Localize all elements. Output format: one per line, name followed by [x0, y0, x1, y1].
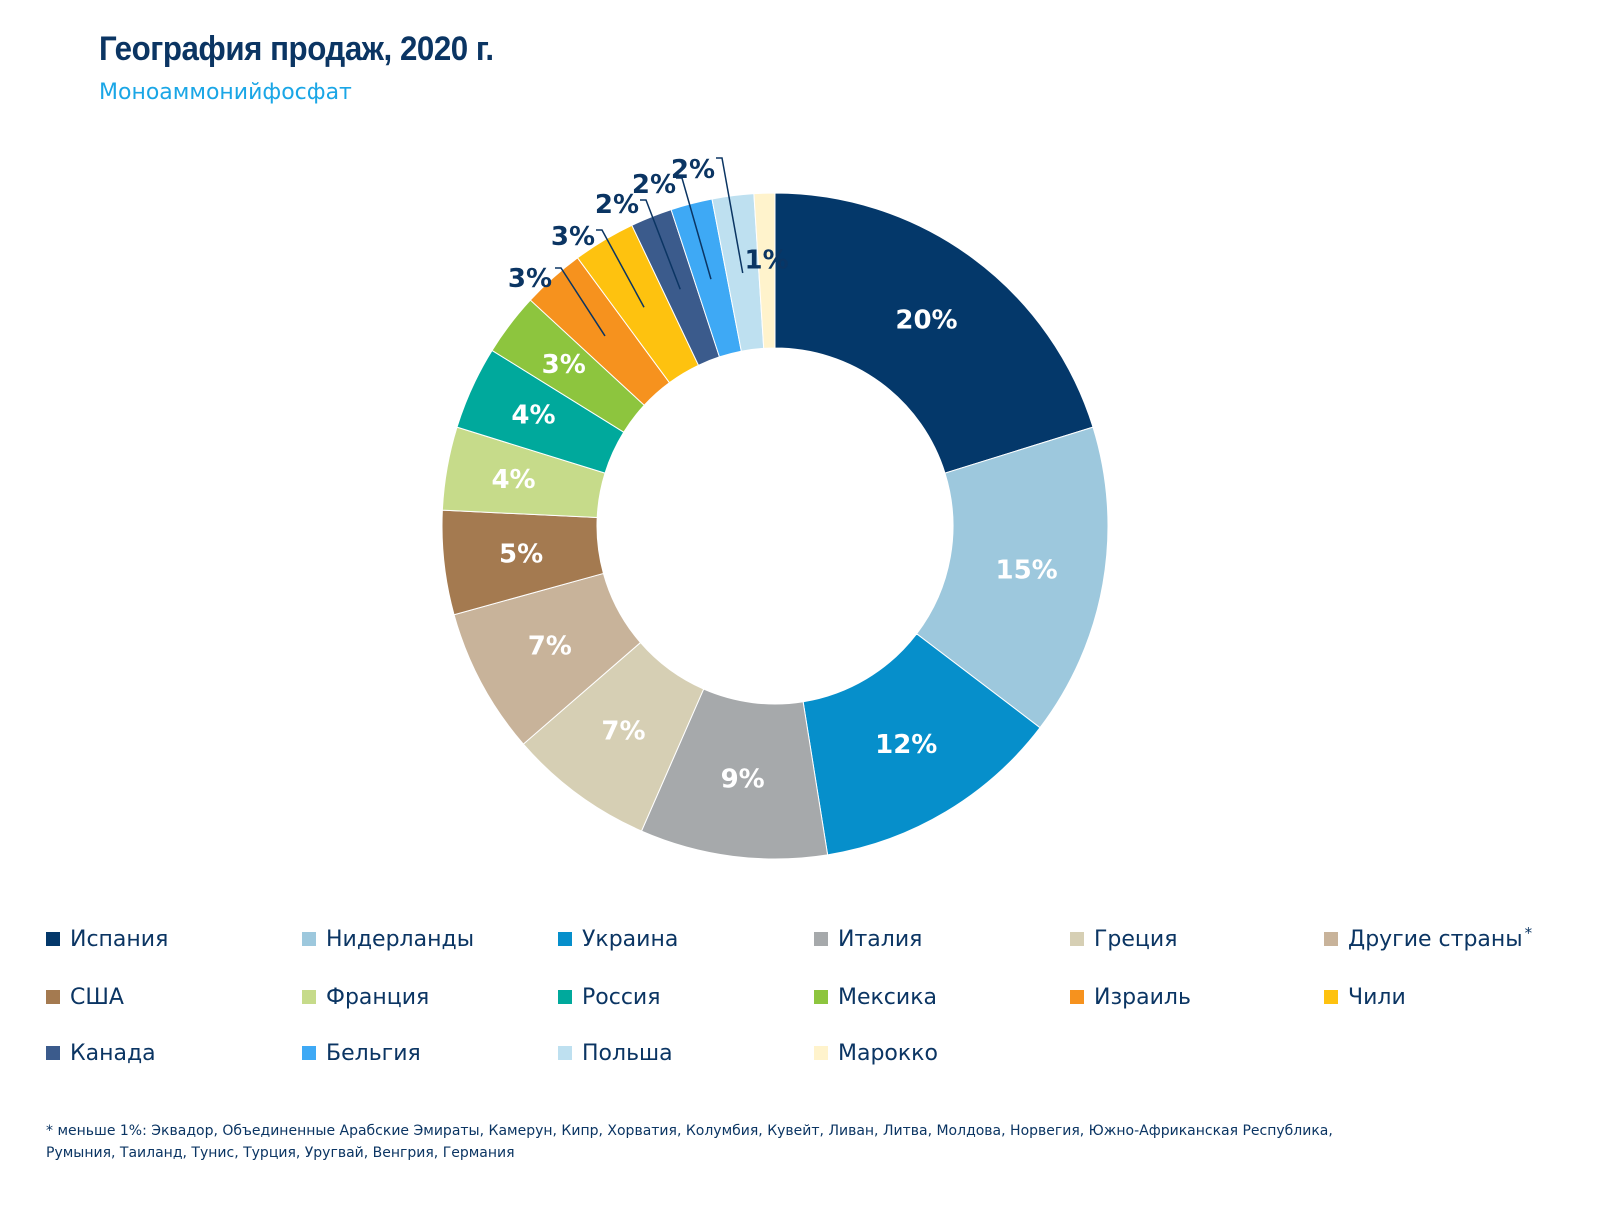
slice-label-испания: 20% — [895, 305, 957, 335]
legend-label: Марокко — [838, 1040, 938, 1066]
slice-label-польша: 2% — [671, 155, 715, 185]
legend-label: Другие страны — [1348, 926, 1523, 952]
legend-label: Канада — [70, 1040, 156, 1066]
legend-label: Испания — [70, 926, 169, 952]
leader-lines — [555, 157, 744, 337]
slice-label-россия: 4% — [511, 401, 555, 431]
legend-label: Италия — [838, 926, 923, 952]
legend-swatch — [302, 1046, 316, 1060]
slice-labels: 20%15%12%9%7%7%5%4%4%3%3%3%2%2%2%1% — [491, 155, 1057, 794]
legend-item-испания: Испания — [46, 924, 168, 954]
legend-note-mark: * — [1524, 924, 1533, 942]
legend-label: Нидерланды — [326, 926, 475, 952]
slice-label-бельгия: 2% — [632, 170, 676, 200]
legend-swatch — [46, 932, 60, 946]
legend-swatch — [558, 1046, 572, 1060]
legend-swatch — [814, 990, 828, 1004]
legend-item-греция: Греция — [1070, 924, 1177, 954]
slice-label-нидерланды: 15% — [996, 555, 1058, 585]
legend-swatch — [1324, 990, 1338, 1004]
legend-label: Греция — [1094, 926, 1178, 952]
legend-label: Франция — [326, 984, 430, 1010]
leader-line-бельгия — [676, 177, 712, 280]
legend-item-канада: Канада — [46, 1038, 156, 1068]
slice-label-франция: 4% — [491, 465, 535, 495]
slice-label-украина: 12% — [875, 730, 937, 760]
leader-line-канада — [640, 199, 681, 290]
footnote: * меньше 1%: Эквадор, Объединенные Арабс… — [46, 1123, 1333, 1161]
leader-line-польша — [716, 157, 744, 274]
leader-line-чили — [596, 229, 645, 308]
legend-label: США — [70, 984, 124, 1010]
legend-swatch — [1070, 932, 1084, 946]
chart-title: География продаж, 2020 г. — [99, 30, 494, 68]
legend-item-франция: Франция — [302, 982, 429, 1012]
slice-label-сша: 5% — [499, 539, 543, 569]
legend-item-израиль: Израиль — [1070, 982, 1191, 1012]
legend-item-россия: Россия — [558, 982, 660, 1012]
slice-label-мексика: 3% — [542, 350, 586, 380]
legend-item-бельгия: Бельгия — [302, 1038, 421, 1068]
legend-label: Израиль — [1094, 984, 1191, 1010]
legend-label: Мексика — [838, 984, 937, 1010]
slice-label-марокко: 1% — [744, 246, 788, 276]
legend-item-украина: Украина — [558, 924, 678, 954]
donut-chart: 20%15%12%9%7%7%5%4%4%3%3%3%2%2%2%1% — [441, 155, 1109, 860]
slice-марокко — [753, 192, 776, 349]
slice-label-другие-страны: 7% — [528, 632, 572, 662]
legend-label: Чили — [1348, 984, 1406, 1010]
legend-swatch — [302, 932, 316, 946]
legend-swatch — [46, 1046, 60, 1060]
legend-swatch — [1070, 990, 1084, 1004]
legend-item-нидерланды: Нидерланды — [302, 924, 474, 954]
legend-swatch — [46, 990, 60, 1004]
legend-swatch — [558, 932, 572, 946]
donut-slices — [441, 192, 1109, 860]
legend-swatch — [814, 1046, 828, 1060]
leader-line-израиль — [555, 267, 606, 337]
legend-item-италия: Италия — [814, 924, 922, 954]
legend-swatch — [558, 990, 572, 1004]
chart-subtitle: Моноаммонийфосфат — [99, 80, 352, 105]
slice-label-италия: 9% — [721, 764, 765, 794]
legend-swatch — [1324, 932, 1338, 946]
legend-item-другие-страны: Другие страны * — [1324, 924, 1532, 954]
legend-swatch — [302, 990, 316, 1004]
legend-label: Украина — [582, 926, 679, 952]
slice-испания — [774, 192, 1094, 474]
legend-swatch — [814, 932, 828, 946]
slice-label-чили: 3% — [551, 222, 595, 252]
legend-item-сша: США — [46, 982, 124, 1012]
slice-нидерланды — [915, 426, 1109, 729]
legend-item-польша: Польша — [558, 1038, 673, 1068]
legend-item-мексика: Мексика — [814, 982, 937, 1012]
slice-label-канада: 2% — [595, 190, 639, 220]
slice-label-израиль: 3% — [508, 264, 552, 294]
legend-item-чили: Чили — [1324, 982, 1406, 1012]
legend-label: Польша — [582, 1040, 673, 1066]
slice-label-греция: 7% — [601, 717, 645, 747]
legend-label: Россия — [582, 984, 661, 1010]
legend-item-марокко: Марокко — [814, 1038, 938, 1068]
legend-label: Бельгия — [326, 1040, 421, 1066]
